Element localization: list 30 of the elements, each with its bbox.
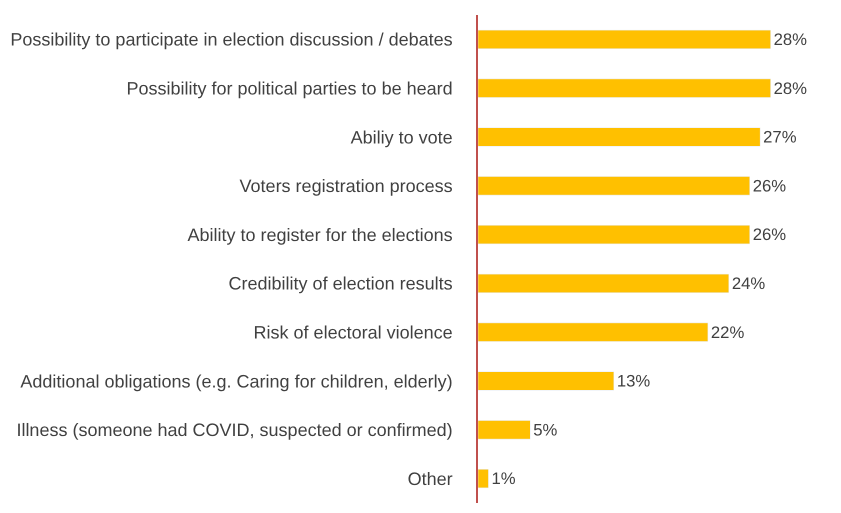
y-tick-label: Additional obligations (e.g. Caring for children, elderly) bbox=[20, 371, 453, 392]
bar bbox=[478, 274, 730, 293]
data-label: 22% bbox=[710, 322, 744, 342]
bar bbox=[478, 322, 708, 342]
bar bbox=[478, 469, 489, 488]
data-label: 5% bbox=[533, 420, 558, 440]
y-tick-label: Illness (someone had COVID, suspected or confirmed) bbox=[16, 420, 453, 440]
bar bbox=[478, 420, 530, 440]
bar bbox=[478, 371, 614, 391]
bar bbox=[478, 225, 750, 244]
data-label: 1% bbox=[491, 469, 516, 488]
data-label: 13% bbox=[616, 372, 650, 391]
data-label: 24% bbox=[732, 274, 766, 293]
y-tick-label: Other bbox=[408, 468, 453, 489]
data-label: 26% bbox=[752, 176, 786, 196]
y-tick-label: Ability to register for the elections bbox=[188, 224, 453, 245]
data-label: 28% bbox=[774, 30, 808, 49]
y-tick-label: Abiliy to vote bbox=[350, 127, 453, 148]
bar bbox=[478, 176, 750, 196]
bar bbox=[478, 30, 771, 49]
bar bbox=[478, 78, 771, 98]
y-tick-label: Possibility for political parties to be heard bbox=[126, 78, 453, 98]
bar bbox=[478, 127, 760, 147]
y-tick-label: Possibility to participate in election discussion / debates bbox=[10, 30, 453, 50]
y-tick-label: Voters registration process bbox=[240, 176, 453, 196]
data-label: 28% bbox=[774, 78, 808, 98]
data-label: 27% bbox=[763, 128, 797, 147]
y-tick-label: Risk of electoral violence bbox=[254, 322, 453, 342]
y-tick-label: Credibility of election results bbox=[228, 274, 453, 294]
data-label: 26% bbox=[752, 225, 786, 244]
